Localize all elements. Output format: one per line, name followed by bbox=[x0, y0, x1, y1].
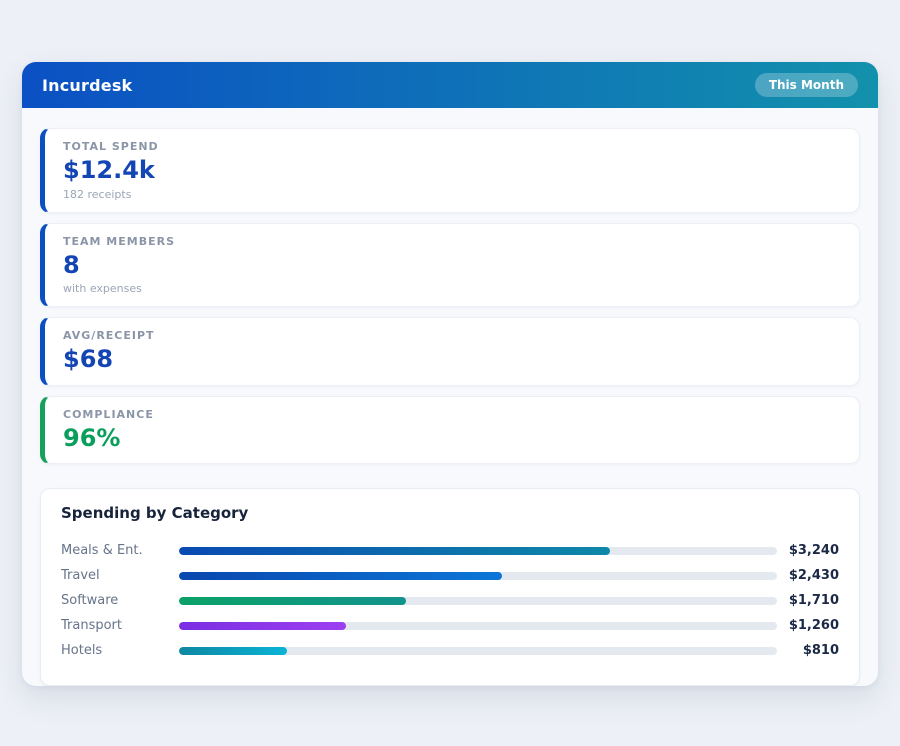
stat-value: 8 bbox=[63, 250, 80, 279]
bar-track bbox=[179, 646, 777, 655]
chart-row-hotels: Hotels $810 bbox=[61, 638, 839, 663]
chart-row-travel: Travel $2,430 bbox=[61, 563, 839, 588]
stat-value: $12.4k bbox=[63, 156, 155, 184]
bar-track bbox=[179, 571, 777, 580]
stat-card-compliance: COMPLIANCE 96% bbox=[40, 395, 860, 465]
spending-by-category-chart: Spending by Category Meals & Ent. $3,240… bbox=[40, 488, 860, 686]
period-badge[interactable]: This Month bbox=[754, 73, 858, 97]
stat-subtext: 182 receipts bbox=[63, 187, 132, 201]
chart-row-transport: Transport $1,260 bbox=[61, 613, 839, 638]
stat-card-team-members: TEAM MEMBERS 8 with expenses bbox=[40, 222, 860, 308]
bar-track bbox=[179, 546, 777, 555]
stat-label: AVG/RECEIPT bbox=[63, 329, 155, 343]
category-value: $810 bbox=[802, 643, 839, 659]
category-label: Travel bbox=[61, 568, 100, 584]
chart-row-software: Software $1,710 bbox=[61, 588, 839, 613]
bar-fill bbox=[179, 546, 610, 555]
app-header: Incurdesk This Month bbox=[22, 62, 878, 108]
bar-fill bbox=[179, 571, 502, 580]
stat-value: $68 bbox=[63, 345, 114, 374]
stat-label: TOTAL SPEND bbox=[63, 140, 159, 153]
stat-value: 96% bbox=[63, 423, 121, 452]
category-value: $2,430 bbox=[788, 568, 839, 584]
stat-label: TEAM MEMBERS bbox=[63, 234, 176, 248]
category-value: $3,240 bbox=[788, 543, 839, 559]
category-value: $1,260 bbox=[788, 618, 839, 634]
category-label: Meals & Ent. bbox=[61, 543, 143, 559]
chart-title: Spending by Category bbox=[61, 504, 249, 523]
app-title: Incurdesk bbox=[42, 75, 133, 95]
bar-track bbox=[179, 596, 777, 605]
category-value: $1,710 bbox=[788, 593, 839, 609]
dashboard-panel: Incurdesk This Month TOTAL SPEND $12.4k … bbox=[22, 62, 878, 686]
category-label: Software bbox=[61, 593, 119, 609]
stat-card-avg-receipt: AVG/RECEIPT $68 bbox=[40, 317, 860, 386]
chart-row-meals: Meals & Ent. $3,240 bbox=[61, 538, 839, 563]
category-label: Hotels bbox=[61, 643, 103, 659]
bar-track bbox=[179, 621, 777, 630]
category-label: Transport bbox=[61, 618, 123, 634]
stat-card-total-spend: TOTAL SPEND $12.4k 182 receipts bbox=[40, 128, 860, 213]
stat-label: COMPLIANCE bbox=[63, 407, 154, 421]
bar-fill bbox=[179, 621, 347, 630]
stat-subtext: with expenses bbox=[63, 282, 142, 296]
dashboard-content: TOTAL SPEND $12.4k 182 receipts TEAM MEM… bbox=[22, 108, 878, 686]
bar-fill bbox=[179, 646, 287, 655]
bar-fill bbox=[179, 596, 407, 605]
